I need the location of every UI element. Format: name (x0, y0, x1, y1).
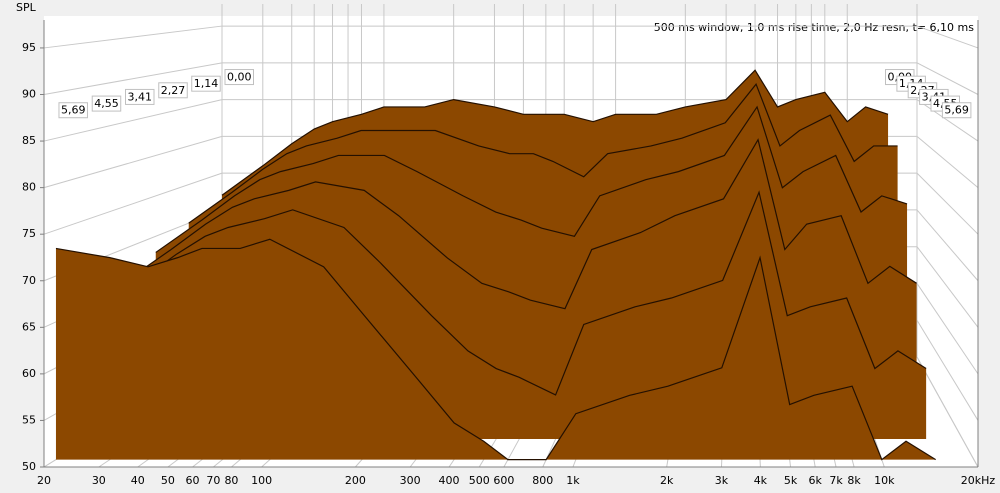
x-tick-label: 600 (493, 474, 514, 487)
x-tick-label: 60 (186, 474, 200, 487)
y-tick-label: 80 (22, 181, 36, 194)
x-tick-label: 10k (874, 474, 895, 487)
slice-line (122, 138, 917, 310)
wall-grid-line (43, 99, 223, 142)
x-tick-label: 4k (754, 474, 768, 487)
time-label-box (91, 95, 122, 112)
slice-fill (55, 239, 936, 460)
x-tick-label: 50 (161, 474, 175, 487)
y-tick-label: 70 (22, 274, 36, 287)
x-tick-label: 3k (715, 474, 729, 487)
time-label: 3,41 (127, 90, 152, 103)
x-tick-label: 70 (206, 474, 220, 487)
time-label: 4,55 (94, 97, 119, 110)
x-tick-label: 40 (131, 474, 145, 487)
y-tick-label: 75 (22, 227, 36, 240)
time-label-box (58, 102, 88, 119)
wall-grid-line (916, 319, 979, 421)
time-label: 0,00 (227, 71, 252, 84)
wall-grid-line (916, 135, 979, 189)
wall-grid-line (43, 62, 223, 95)
time-label: 2,27 (161, 84, 186, 97)
y-tick-label: 95 (22, 41, 36, 54)
x-tick-label: 100 (251, 474, 272, 487)
x-tick-label: 6k (809, 474, 823, 487)
x-tick-label: 20 (37, 474, 51, 487)
y-tick-label: 65 (22, 320, 36, 333)
info-box (652, 17, 977, 37)
x-tick-label: 30 (92, 474, 106, 487)
slice-line (155, 105, 908, 253)
x-tick-label: 5k (784, 474, 798, 487)
time-label: 1,14 (194, 77, 219, 90)
x-tick-label: 200 (345, 474, 366, 487)
wall-grid-line (916, 172, 979, 235)
wall-grid-line (43, 25, 223, 49)
time-label-box (941, 102, 972, 119)
slice-line (221, 69, 889, 196)
y-tick-label: 50 (22, 460, 36, 473)
time-label-box (224, 69, 254, 86)
x-tick-label: 20kHz (961, 474, 996, 487)
wall-grid-line (916, 99, 979, 142)
wall-grid-line (916, 246, 979, 328)
y-axis-label: SPL (16, 1, 37, 14)
x-tick-label: 300 (400, 474, 421, 487)
floor-grid-line (916, 356, 979, 468)
x-tick-label: 1k (566, 474, 580, 487)
x-tick-label: 500 (469, 474, 490, 487)
x-tick-label: 80 (224, 474, 238, 487)
time-label-box (191, 75, 221, 92)
y-tick-label: 90 (22, 88, 36, 101)
y-tick-label: 60 (22, 367, 36, 380)
wall-grid-line (916, 283, 979, 375)
x-tick-label: 2k (660, 474, 674, 487)
slice-line (188, 83, 898, 224)
x-tick-label: 7k (829, 474, 843, 487)
wall-grid-line (916, 25, 979, 49)
slice-line (88, 190, 927, 396)
time-label: 5,69 (944, 104, 969, 117)
slice-line (55, 238, 936, 461)
x-tick-label: 8k (847, 474, 861, 487)
y-tick-label: 85 (22, 134, 36, 147)
x-tick-label: 400 (439, 474, 460, 487)
x-tick-label: 800 (532, 474, 553, 487)
wall-grid-line (43, 172, 223, 235)
time-label: 5,69 (61, 104, 86, 117)
wall-grid-line (916, 62, 979, 95)
y-tick-label: 55 (22, 413, 36, 426)
wall-grid-line (43, 135, 223, 189)
info-text: 500 ms window, 1,0 ms rise time, 2,0 Hz … (654, 21, 975, 34)
time-label-box (158, 82, 188, 99)
wall-grid-line (916, 209, 979, 282)
time-label-box (124, 88, 155, 105)
